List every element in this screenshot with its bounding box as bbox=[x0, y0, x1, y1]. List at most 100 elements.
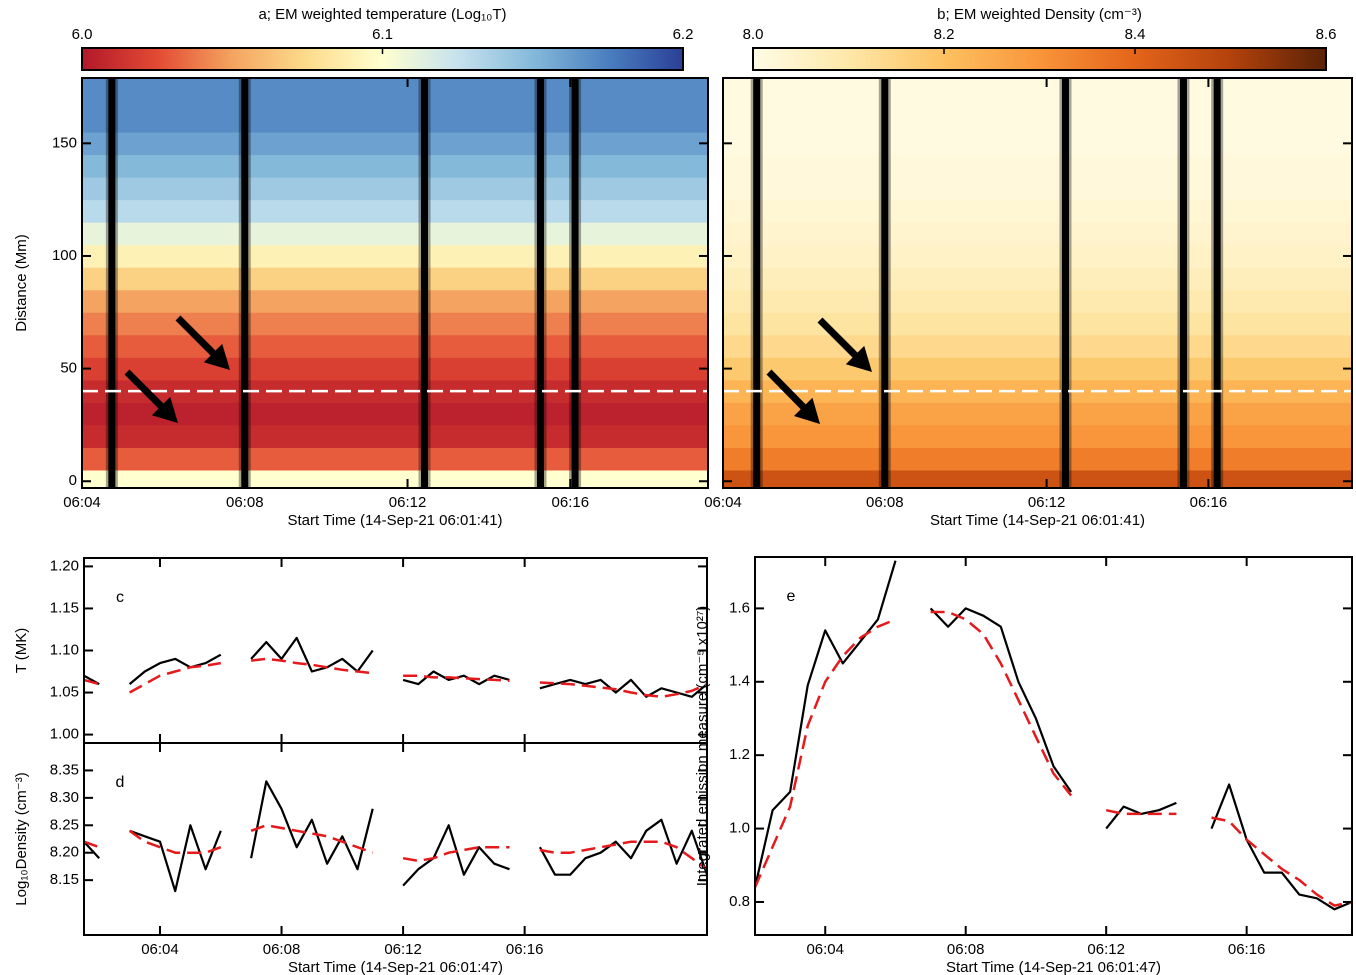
y-tick-label: 1.4 bbox=[729, 673, 750, 690]
plot-frame bbox=[83, 742, 708, 936]
y-tick-label: 150 bbox=[52, 134, 77, 151]
fit-line bbox=[403, 674, 510, 683]
heatmap-cell bbox=[723, 109, 1352, 133]
y-tick-label: 1.05 bbox=[50, 684, 79, 701]
colorbar-tick-label: 6.0 bbox=[72, 26, 93, 43]
x-tick-label: 06:12 bbox=[1087, 941, 1125, 958]
fit-line bbox=[250, 824, 374, 854]
arrow-shaft bbox=[124, 369, 167, 412]
x-tick-label: 06:08 bbox=[263, 941, 301, 958]
y-tick-label: 1.20 bbox=[50, 557, 79, 574]
heatmap-cell bbox=[723, 78, 1352, 111]
heatmap bbox=[723, 78, 1352, 488]
data-line bbox=[83, 840, 101, 859]
colorbar-tick-label: 8.0 bbox=[743, 26, 764, 43]
fit-line bbox=[128, 829, 222, 854]
fit-line bbox=[1211, 816, 1353, 907]
y-tick-label: 50 bbox=[60, 360, 77, 377]
y-tick-label: 1.00 bbox=[50, 726, 79, 743]
data-gap bbox=[571, 78, 579, 488]
heatmap-cell bbox=[82, 469, 708, 488]
heatmap-cell bbox=[82, 312, 708, 336]
data-gap bbox=[1179, 78, 1187, 488]
arrow-head bbox=[203, 343, 230, 370]
data-line bbox=[538, 818, 709, 876]
heatmap-cell bbox=[82, 109, 708, 133]
y-tick-label: 8.15 bbox=[50, 871, 79, 888]
y-tick-label: 1.10 bbox=[50, 641, 79, 658]
colorbar-tick-label: 8.4 bbox=[1125, 26, 1146, 43]
data-line bbox=[1105, 801, 1177, 830]
plot-frame bbox=[81, 77, 709, 489]
heatmap-cell bbox=[82, 357, 708, 381]
fit-line bbox=[1105, 808, 1177, 816]
colorbar bbox=[752, 47, 1327, 71]
heatmap-cell bbox=[82, 334, 708, 358]
data-gap bbox=[241, 78, 249, 488]
data-line bbox=[539, 678, 708, 698]
arrow-head bbox=[793, 397, 820, 424]
fit-line bbox=[83, 840, 100, 849]
heatmap-cell bbox=[723, 222, 1352, 246]
x-tick-label: 06:16 bbox=[1190, 494, 1228, 511]
heatmap-cell bbox=[82, 199, 708, 223]
data-line bbox=[129, 824, 222, 893]
heatmap-cell bbox=[723, 199, 1352, 223]
data-line bbox=[753, 560, 897, 888]
fit-line bbox=[753, 618, 896, 888]
arrow-head bbox=[151, 396, 178, 423]
heatmap-cell bbox=[82, 447, 708, 471]
y-tick-label: 0 bbox=[69, 472, 77, 489]
heatmap-cell bbox=[82, 78, 708, 111]
heatmap-cell bbox=[723, 334, 1352, 358]
heatmap-cell bbox=[82, 289, 708, 313]
y-tick-label: 1.0 bbox=[729, 820, 750, 837]
x-tick-label: 06:12 bbox=[1028, 494, 1066, 511]
x-axis-label: Start Time (14-Sep-21 06:01:41) bbox=[930, 512, 1145, 529]
data-gap bbox=[108, 78, 116, 488]
data-line bbox=[250, 780, 374, 871]
heatmap-cell bbox=[723, 289, 1352, 313]
colorbar-tick-label: 6.1 bbox=[372, 26, 393, 43]
fit-line bbox=[930, 610, 1073, 797]
heatmap-cell bbox=[723, 402, 1352, 426]
heatmap-cell bbox=[723, 244, 1352, 268]
plot-frame bbox=[754, 556, 1353, 936]
plot-frame bbox=[83, 557, 708, 744]
arrow-shaft bbox=[817, 317, 861, 361]
arrow-head bbox=[845, 345, 872, 372]
fit-line bbox=[402, 845, 510, 863]
arrow-shaft bbox=[766, 369, 809, 413]
x-tick-label: 06:16 bbox=[1228, 941, 1266, 958]
x-tick-label: 06:04 bbox=[63, 494, 101, 511]
plot-frame bbox=[722, 77, 1353, 489]
x-tick-label: 06:04 bbox=[704, 494, 742, 511]
heatmap-cell bbox=[723, 154, 1352, 178]
heatmap-cell bbox=[82, 154, 708, 178]
x-tick-label: 06:12 bbox=[384, 941, 422, 958]
y-tick-label: 8.25 bbox=[50, 816, 79, 833]
heatmap-cell bbox=[82, 244, 708, 268]
colorbar-tick-label: 8.6 bbox=[1316, 26, 1337, 43]
heatmap-cell bbox=[723, 469, 1352, 488]
y-tick-label: 8.20 bbox=[50, 844, 79, 861]
heatmap bbox=[82, 78, 708, 488]
x-tick-label: 06:08 bbox=[866, 494, 904, 511]
fit-line bbox=[539, 681, 708, 699]
heatmap-cell bbox=[723, 424, 1352, 448]
heatmap-cell bbox=[82, 177, 708, 201]
data-line bbox=[929, 607, 1073, 793]
x-tick-label: 06:08 bbox=[226, 494, 264, 511]
x-axis-label: Start Time (14-Sep-21 06:01:47) bbox=[946, 959, 1161, 975]
colorbar-tick-label: 6.2 bbox=[673, 26, 694, 43]
data-gap bbox=[881, 78, 889, 488]
y-axis-label: Log₁₀Density (cm⁻³) bbox=[13, 772, 30, 905]
data-line bbox=[1210, 783, 1353, 911]
fit-line bbox=[539, 840, 708, 871]
heatmap-cell bbox=[82, 132, 708, 156]
data-line bbox=[250, 636, 374, 673]
heatmap-cell bbox=[723, 177, 1352, 201]
data-gap bbox=[1213, 78, 1221, 488]
y-tick-label: 1.6 bbox=[729, 599, 750, 616]
y-tick-label: 0.8 bbox=[729, 893, 750, 910]
